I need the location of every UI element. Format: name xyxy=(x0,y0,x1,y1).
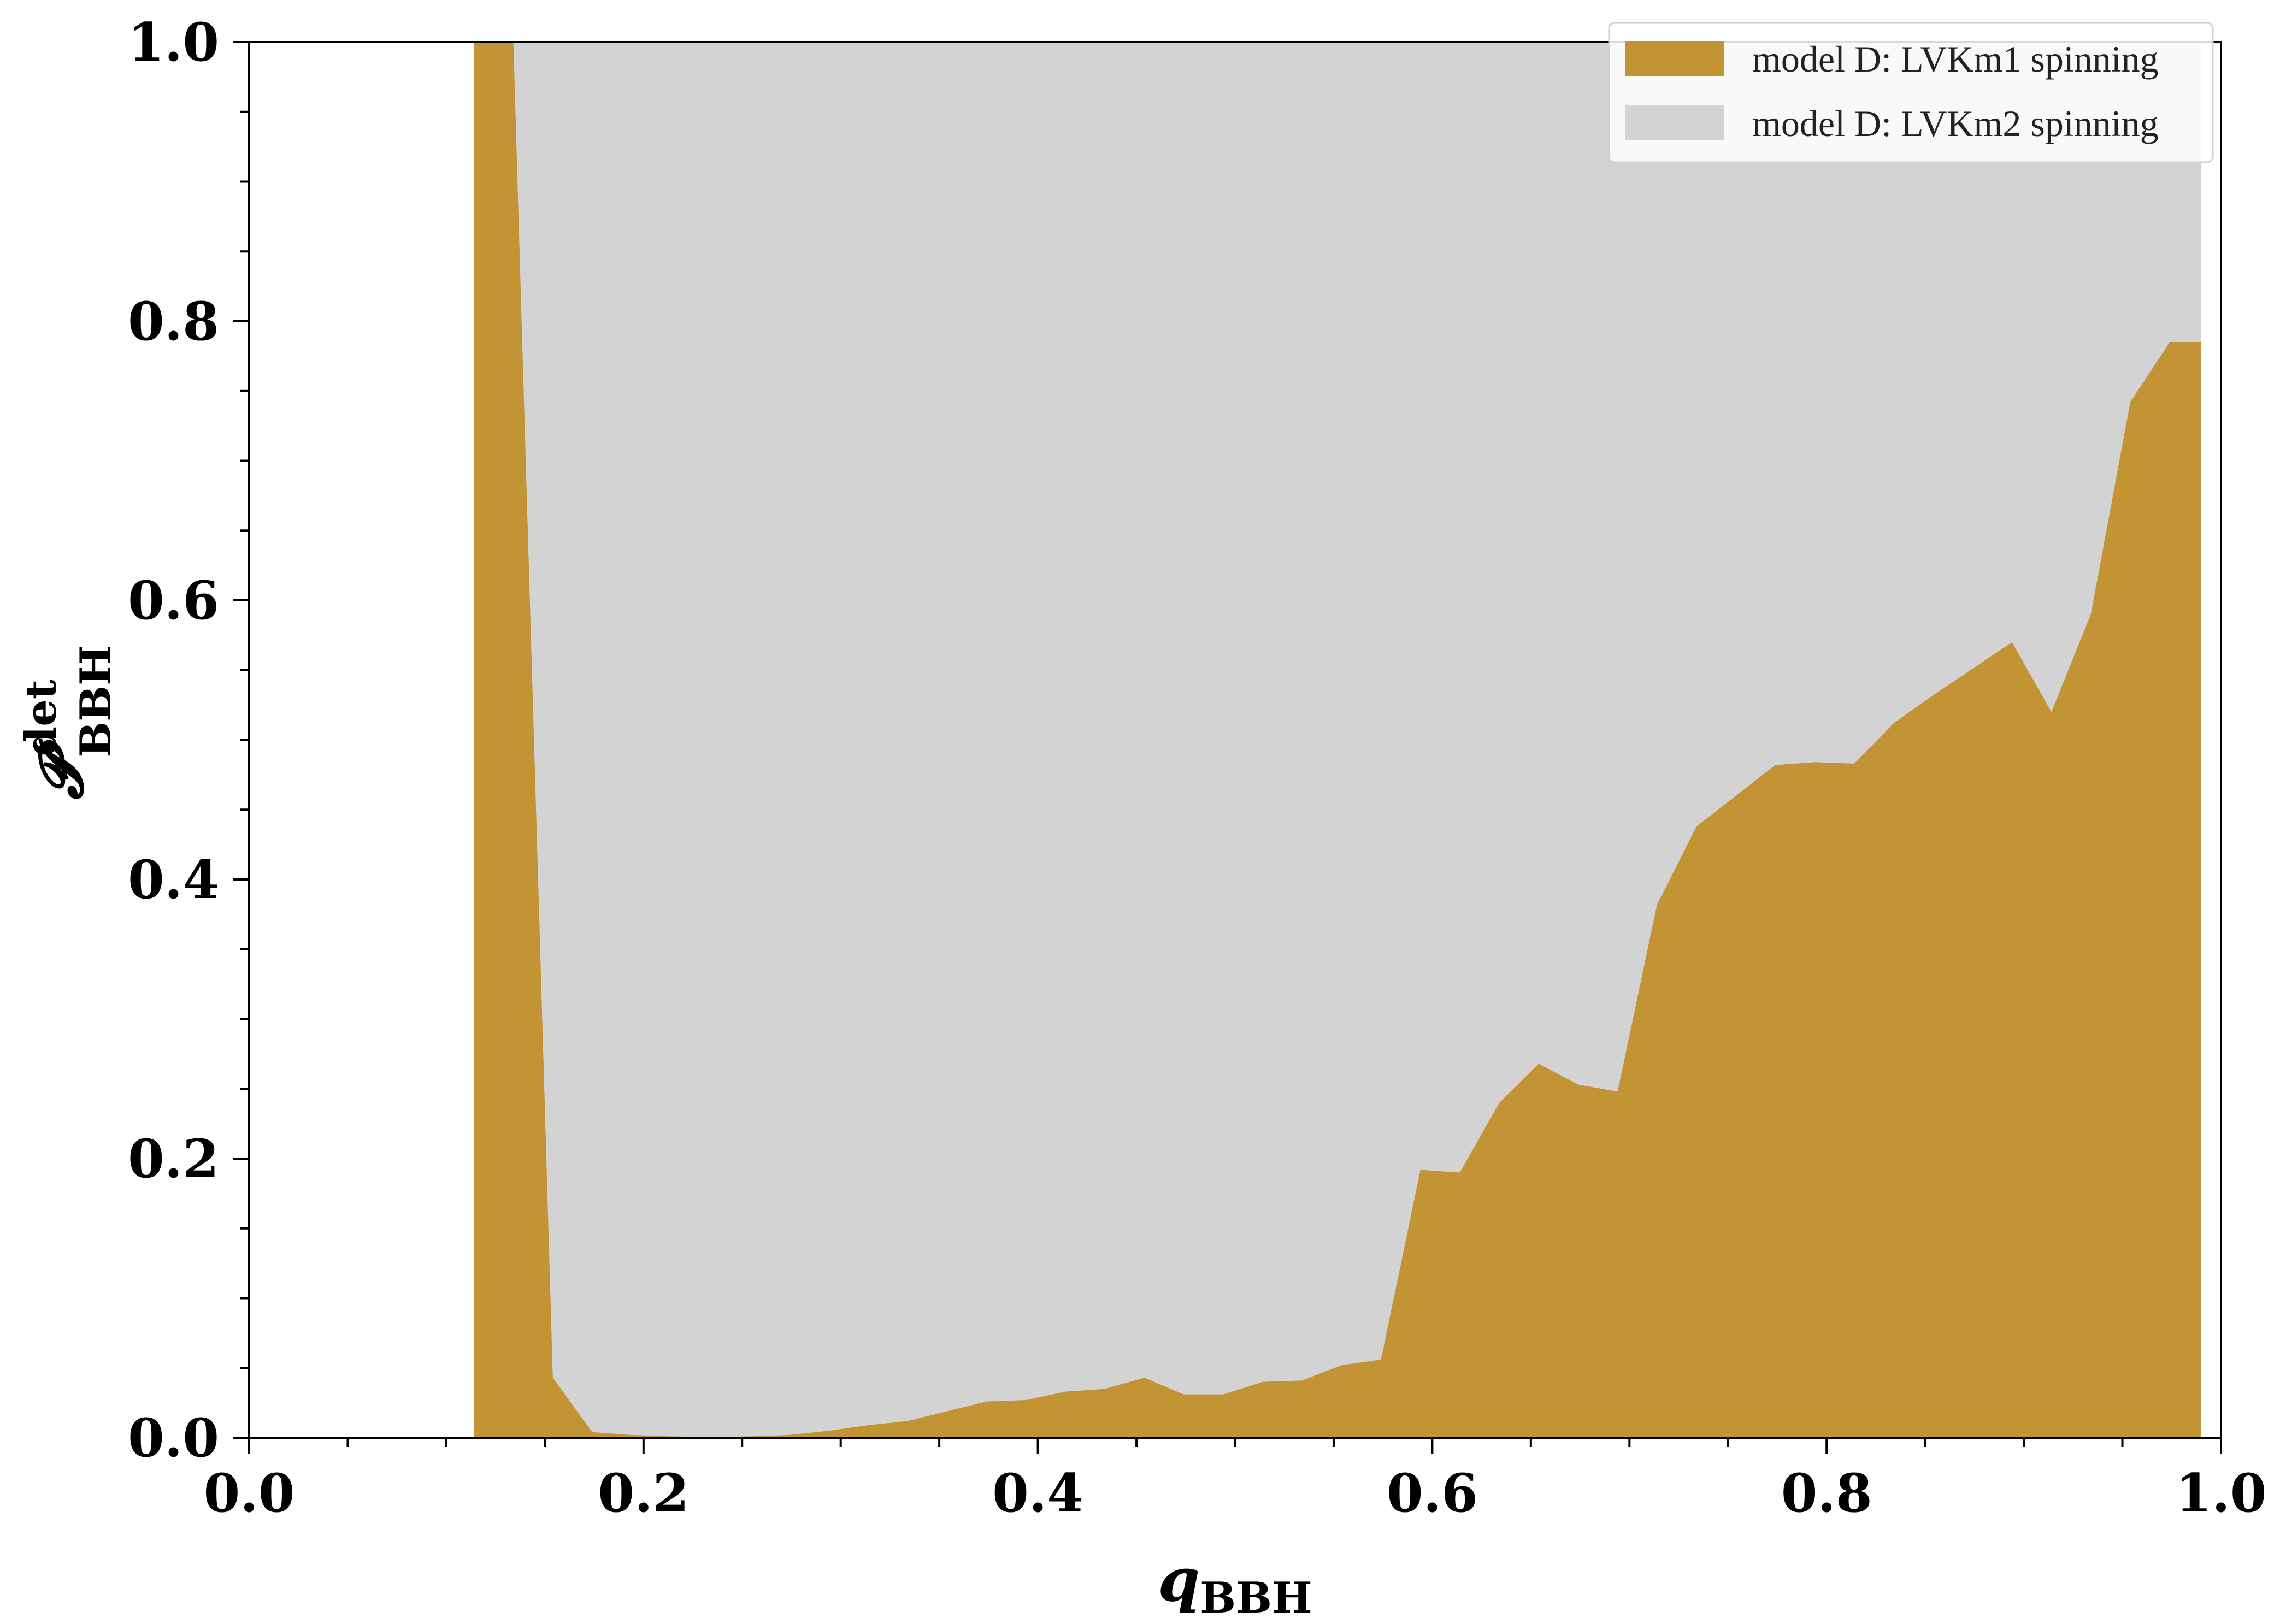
x-axis-title-subscript: BBH xyxy=(1200,1573,1312,1623)
y-axis-title-subscript: BBH xyxy=(71,645,121,758)
x-axis-ticks xyxy=(248,1438,2222,1454)
y-tick-label: 0.4 xyxy=(128,849,219,911)
y-axis-title: 𝓟det BBH xyxy=(16,645,121,800)
legend-swatch xyxy=(1625,105,1724,140)
legend-label: model D: LVKm1 spinning xyxy=(1752,38,2159,80)
legend-label: model D: LVKm2 spinning xyxy=(1752,103,2159,144)
x-tick-label: 1.0 xyxy=(2175,1462,2266,1524)
x-tick-label: 0.8 xyxy=(1781,1462,1872,1524)
legend-frame xyxy=(1608,22,2214,163)
legend: model D: LVKm1 spinning model D: LVKm2 sp… xyxy=(1608,22,2214,163)
x-tick-label: 0.6 xyxy=(1387,1462,1478,1524)
y-tick-label: 1.0 xyxy=(128,11,219,73)
legend-entries: model D: LVKm1 spinning model D: LVKm2 sp… xyxy=(1625,38,2159,144)
x-axis-title: qBBH xyxy=(1158,1544,1312,1623)
x-tick-label: 0.0 xyxy=(203,1462,294,1524)
y-axis-title-superscript: det xyxy=(16,680,66,756)
x-tick-label: 0.2 xyxy=(598,1462,689,1524)
y-axis-tick-labels: 0.0 0.2 0.4 0.6 0.8 1.0 xyxy=(128,11,219,1469)
x-axis-title-main: q xyxy=(1158,1544,1200,1615)
y-tick-label: 0.8 xyxy=(128,291,219,352)
y-tick-label: 0.0 xyxy=(128,1407,219,1469)
y-axis-ticks xyxy=(233,41,249,1439)
area-series-2 xyxy=(474,42,2201,1438)
x-axis-tick-labels: 0.0 0.2 0.4 0.6 0.8 1.0 xyxy=(203,1462,2266,1524)
y-tick-label: 0.6 xyxy=(128,570,219,631)
plot-areas xyxy=(474,42,2201,1438)
y-tick-label: 0.2 xyxy=(128,1128,219,1190)
x-tick-label: 0.4 xyxy=(992,1462,1083,1524)
legend-swatch xyxy=(1625,41,1724,76)
